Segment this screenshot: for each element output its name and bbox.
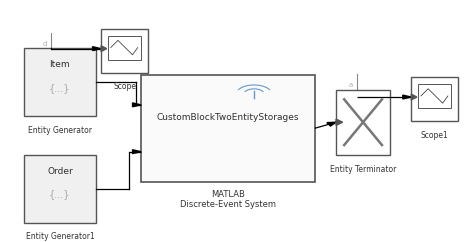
Text: Scope: Scope <box>113 82 136 91</box>
Text: Item: Item <box>50 60 70 69</box>
Bar <box>24 48 96 116</box>
Text: Discrete-Event System: Discrete-Event System <box>180 200 276 209</box>
Bar <box>418 84 451 108</box>
Polygon shape <box>93 47 101 51</box>
Polygon shape <box>327 122 336 126</box>
Bar <box>336 90 390 155</box>
Text: Entity Terminator: Entity Terminator <box>330 165 396 174</box>
Text: Entity Generator1: Entity Generator1 <box>25 232 94 241</box>
Polygon shape <box>336 119 343 125</box>
Text: Entity Generator: Entity Generator <box>28 126 92 135</box>
Text: Order: Order <box>47 167 73 176</box>
Text: {...}: {...} <box>49 189 70 199</box>
Polygon shape <box>101 46 107 52</box>
Polygon shape <box>403 95 411 99</box>
Text: d: d <box>43 41 47 47</box>
Polygon shape <box>133 150 141 154</box>
Polygon shape <box>411 94 417 100</box>
Text: Scope1: Scope1 <box>421 131 449 140</box>
Polygon shape <box>133 103 141 107</box>
Bar <box>108 36 141 60</box>
Bar <box>24 155 96 223</box>
Text: MATLAB: MATLAB <box>211 190 245 199</box>
Bar <box>411 77 458 121</box>
Bar <box>101 29 148 73</box>
Text: a: a <box>349 82 353 88</box>
Text: {...}: {...} <box>49 83 70 93</box>
Bar <box>141 75 315 182</box>
Text: CustomBlockTwoEntityStorages: CustomBlockTwoEntityStorages <box>157 113 299 122</box>
